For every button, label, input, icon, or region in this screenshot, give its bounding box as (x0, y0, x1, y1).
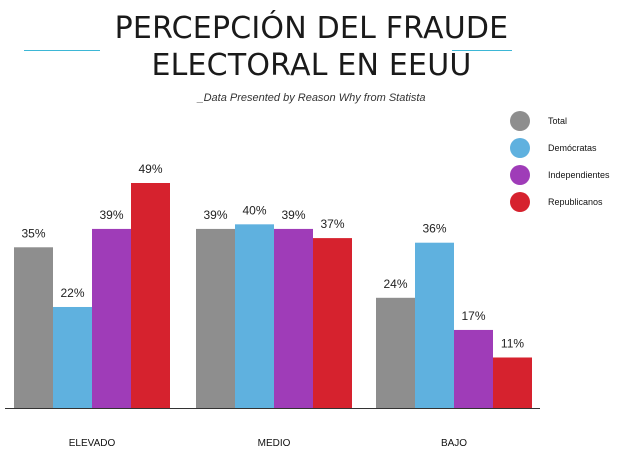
chart-subtitle: _Data Presented by Reason Why from Stati… (197, 92, 426, 104)
bar-elevado-total (14, 247, 53, 408)
bar-elevado-republicanos (131, 183, 170, 408)
bar-elevado-demócratas (53, 306, 92, 408)
legend-label-independientes: Independientes (548, 170, 610, 180)
data-label-elevado-independientes: 39% (99, 208, 123, 222)
title-right-line (452, 50, 512, 51)
data-label-elevado-total: 35% (21, 226, 45, 240)
bar-bajo-independientes (454, 329, 493, 408)
data-label-medio-republicanos: 37% (320, 217, 344, 231)
bar-medio-total (196, 228, 235, 408)
bar-elevado-independientes (92, 228, 131, 408)
data-label-bajo-demócratas: 36% (422, 222, 446, 236)
category-label-elevado: ELEVADO (69, 438, 116, 449)
bar-medio-demócratas (235, 224, 274, 408)
chart-title-line-2: ELECTORAL EN EEUU (151, 48, 472, 83)
data-label-bajo-republicanos: 11% (501, 336, 524, 350)
bar-bajo-demócratas (415, 242, 454, 408)
data-label-elevado-republicanos: 49% (138, 162, 162, 176)
bar-medio-republicanos (313, 238, 352, 408)
bar-medio-independientes (274, 228, 313, 408)
chart-title-line-1: PERCEPCIÓN DEL FRAUDE (114, 11, 509, 46)
data-label-bajo-total: 24% (383, 277, 407, 291)
category-label-medio: MEDIO (258, 438, 291, 449)
legend-swatch-total (510, 111, 530, 131)
data-label-medio-independientes: 39% (281, 208, 305, 222)
legend-swatch-republicanos (510, 192, 530, 212)
legend-label-total: Total (548, 116, 567, 126)
category-label-bajo: BAJO (441, 438, 467, 449)
bar-bajo-total (376, 297, 415, 408)
legend-label-demócratas: Demócratas (548, 143, 597, 153)
data-label-elevado-demócratas: 22% (60, 286, 84, 300)
data-label-bajo-independientes: 17% (461, 309, 485, 323)
legend-swatch-demócratas (510, 138, 530, 158)
legend-swatch-independientes (510, 165, 530, 185)
bar-bajo-republicanos (493, 357, 532, 408)
data-label-medio-total: 39% (203, 208, 227, 222)
legend-label-republicanos: Republicanos (548, 197, 603, 207)
title-left-line (24, 50, 100, 51)
data-label-medio-demócratas: 40% (242, 203, 266, 217)
